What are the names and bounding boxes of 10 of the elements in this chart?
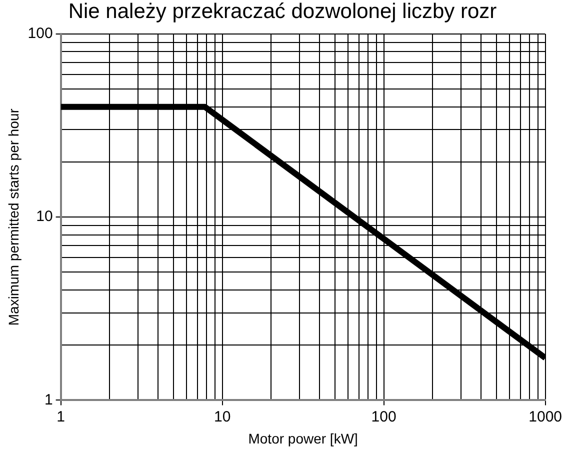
y-axis-title: Maximum permitted starts per hour: [5, 108, 22, 326]
x-tick-label: 100: [371, 408, 396, 426]
x-axis-title: Motor power [kW]: [248, 430, 358, 446]
y-tick-label: 10: [36, 208, 53, 226]
chart-title: Nie należy przekraczać dozwolonej liczby rozr: [67, 0, 498, 24]
y-tick-label: 100: [28, 25, 53, 42]
x-tick-label: 10: [214, 408, 231, 426]
x-tick-label: 1: [56, 408, 65, 426]
y-tick-label: 1: [44, 391, 53, 408]
x-tick-label: 1000: [528, 408, 562, 426]
